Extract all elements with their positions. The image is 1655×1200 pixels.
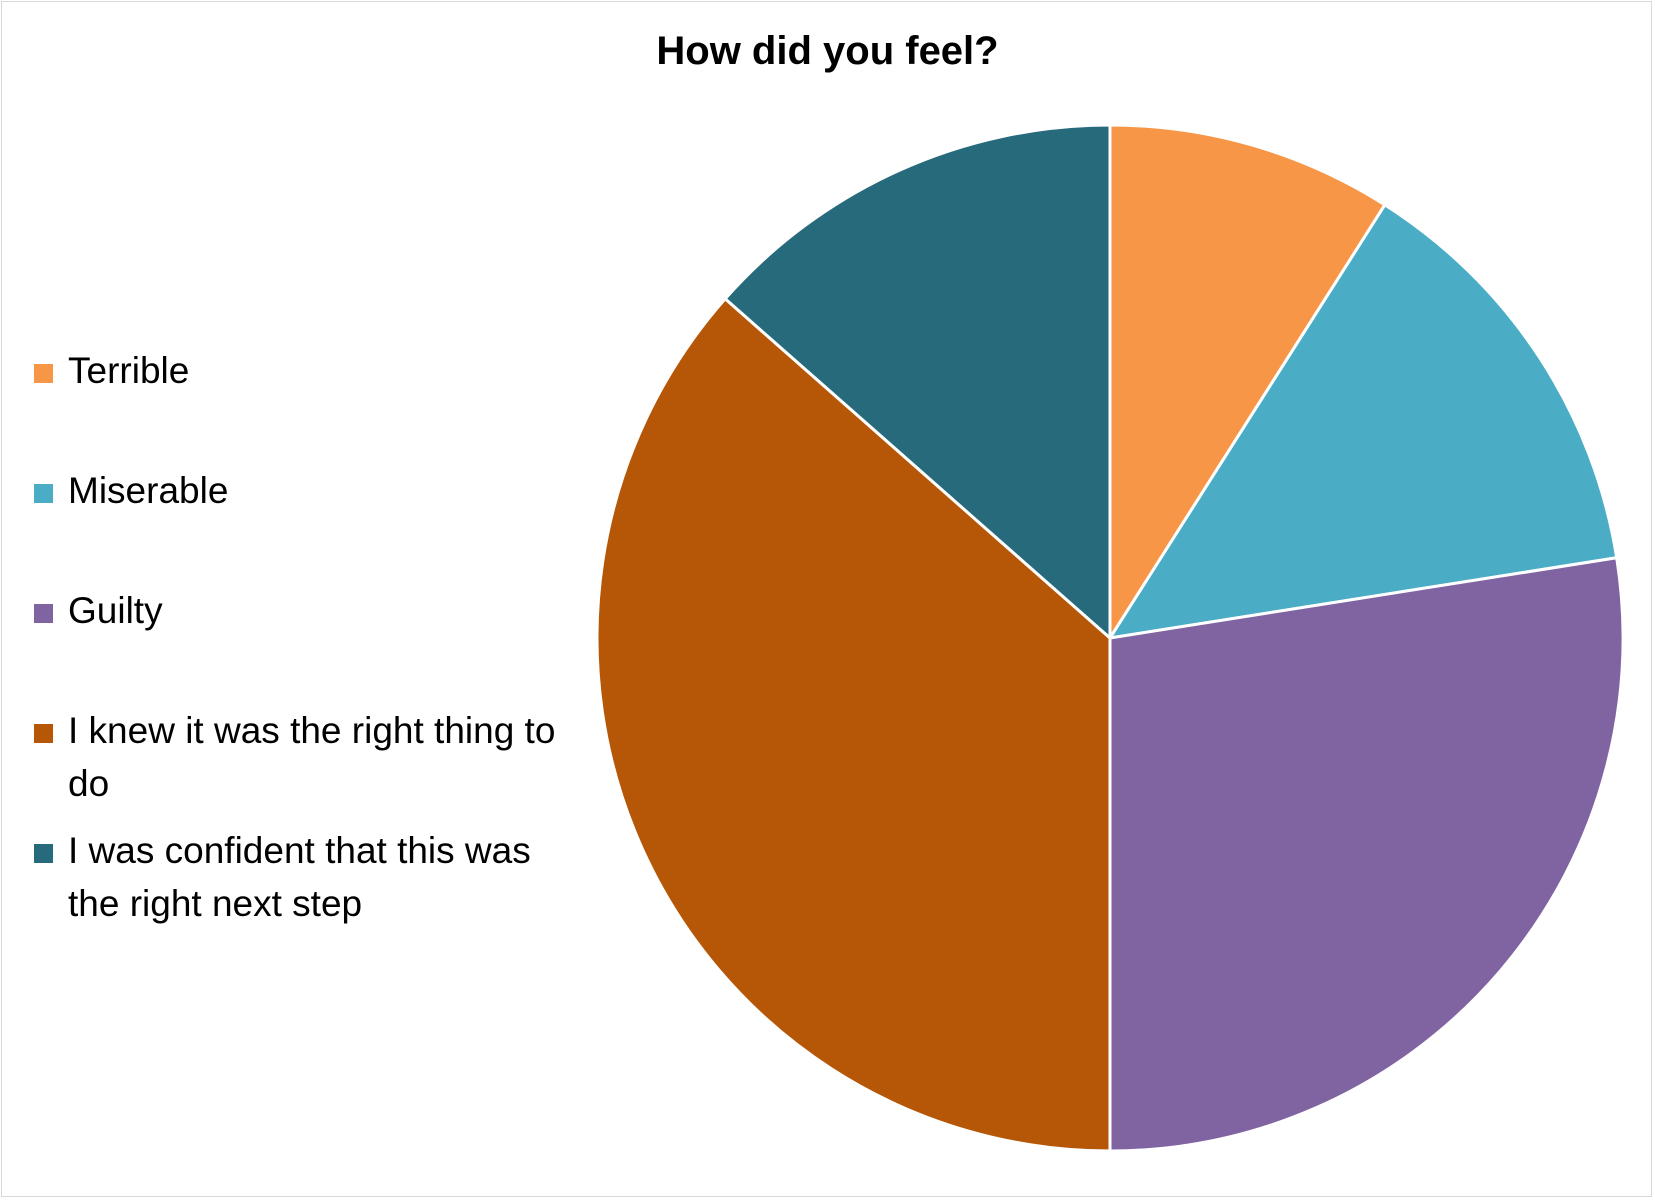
legend-item-miserable: Miserable: [34, 464, 574, 584]
pie-slice-confident: [723, 123, 1112, 640]
pie-slice-terrible: [1108, 123, 1387, 640]
pie-chart: [595, 123, 1625, 1153]
pie-slice-guilty: [1108, 556, 1625, 1153]
legend-swatch-right-thing: [34, 724, 53, 743]
legend-swatch-confident: [34, 844, 53, 863]
legend-item-terrible: Terrible: [34, 344, 574, 464]
legend-label-confident: I was confident that this was the right …: [68, 830, 531, 924]
chart-title: How did you feel?: [656, 29, 999, 73]
pie-slice-right-thing: [595, 297, 1112, 1153]
chart-legend: Terrible Miserable Guilty I knew it was …: [34, 344, 574, 944]
legend-label-guilty: Guilty: [68, 590, 163, 631]
legend-label-terrible: Terrible: [68, 350, 190, 391]
legend-item-guilty: Guilty: [34, 584, 574, 704]
legend-item-right-thing: I knew it was the right thing to do: [34, 704, 574, 824]
legend-label-miserable: Miserable: [68, 470, 229, 511]
legend-label-right-thing: I knew it was the right thing to do: [68, 710, 556, 804]
legend-swatch-miserable: [34, 484, 53, 503]
pie-slice-miserable: [1108, 203, 1619, 640]
legend-item-confident: I was confident that this was the right …: [34, 824, 574, 944]
legend-swatch-terrible: [34, 364, 53, 383]
legend-swatch-guilty: [34, 604, 53, 623]
